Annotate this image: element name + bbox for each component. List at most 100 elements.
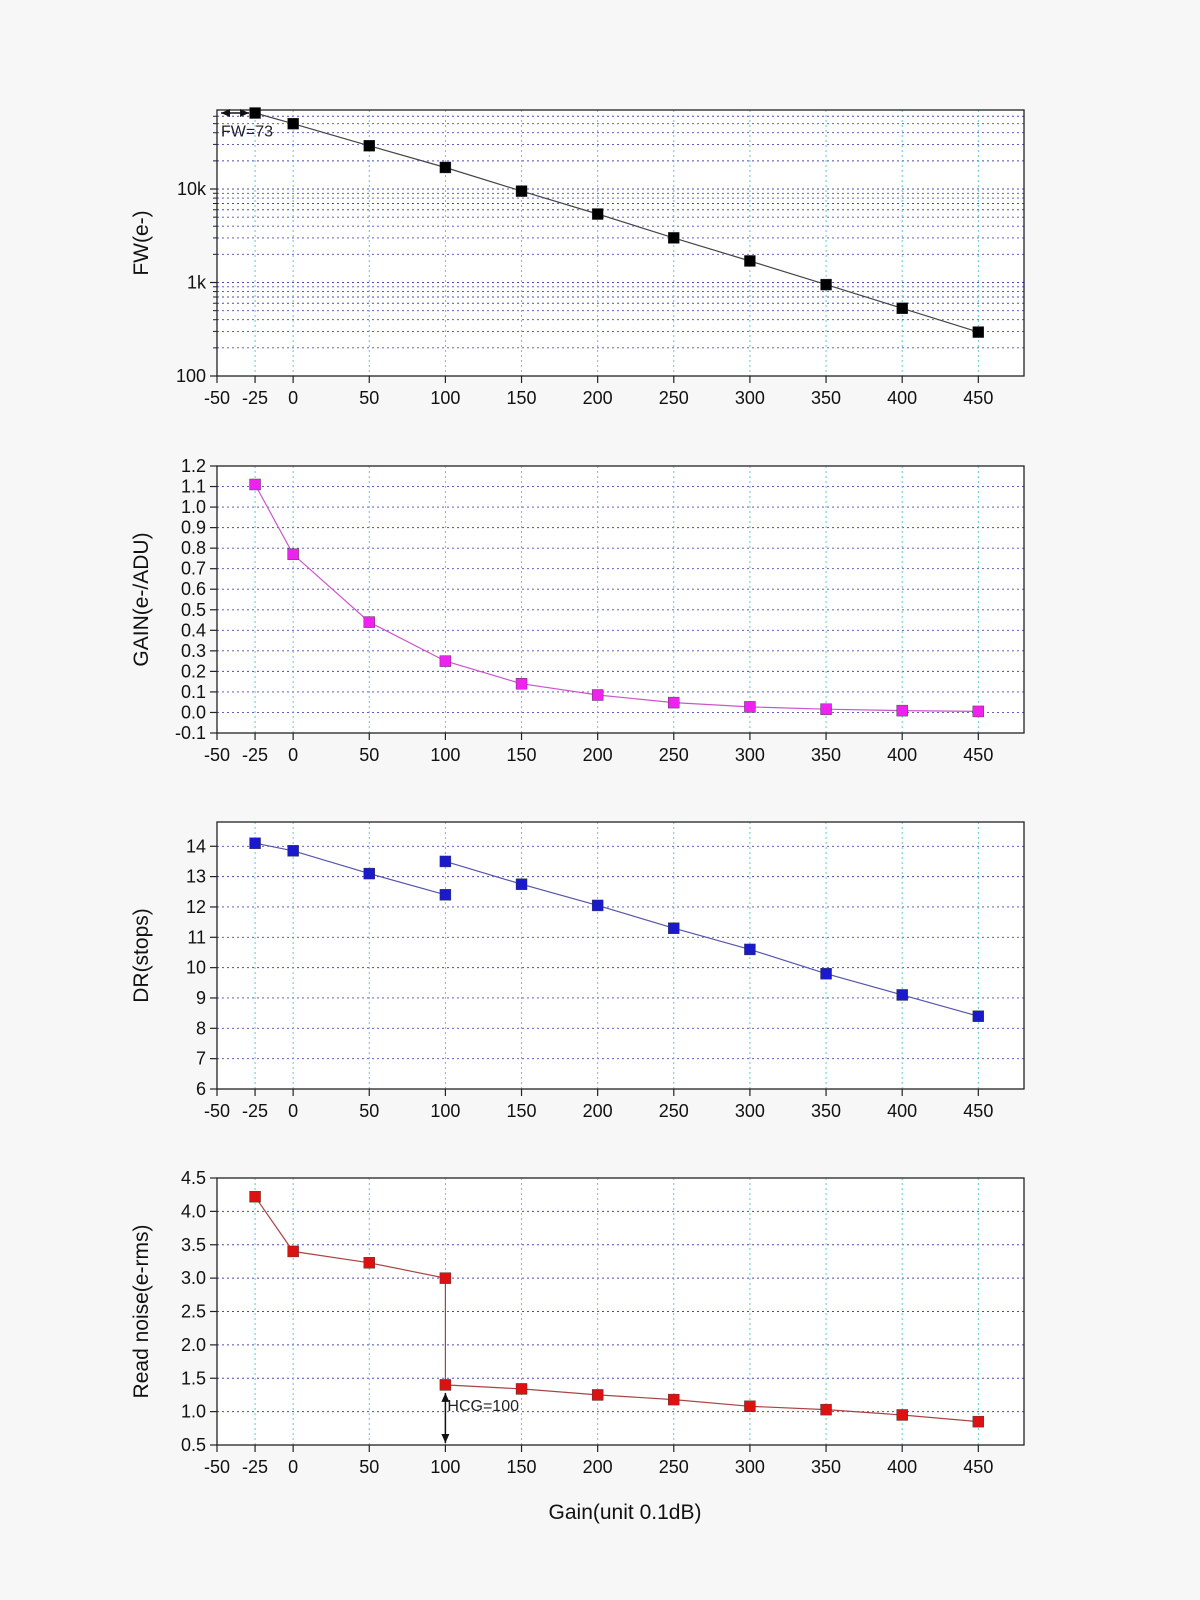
plot-frame (216, 821, 1025, 1090)
data-point (439, 1272, 452, 1284)
data-point (896, 704, 908, 717)
x-tick-label: 150 (507, 1101, 537, 1121)
data-point (249, 107, 261, 119)
y-tick-label: 100 (176, 366, 206, 386)
x-tick-label: 50 (359, 1457, 379, 1477)
x-tick-label: -25 (242, 745, 268, 765)
x-tick-label: 300 (735, 745, 765, 765)
plot-frame (216, 465, 1025, 734)
x-tick-label: 50 (359, 1101, 379, 1121)
data-point (287, 548, 299, 561)
data-point (249, 1190, 261, 1203)
data-point (439, 889, 452, 901)
data-point (249, 837, 261, 849)
x-tick-label: 300 (735, 1457, 765, 1477)
y-tick-label: -0.1 (175, 723, 206, 743)
data-point (515, 878, 528, 890)
x-tick-label: 350 (811, 1101, 841, 1121)
x-tick-label: -50 (204, 1101, 230, 1121)
x-tick-label: 200 (583, 388, 613, 408)
x-tick-label: -25 (242, 1101, 268, 1121)
x-tick-label: 450 (963, 745, 993, 765)
y-tick-label: 10k (177, 179, 207, 199)
arrowhead-up-icon (441, 1392, 450, 1402)
y-tick-label: 2.0 (181, 1335, 206, 1355)
series-line (254, 842, 446, 896)
series-line (254, 1196, 979, 1423)
y-tick-label: 8 (196, 1018, 206, 1038)
y-tick-label: 0.0 (181, 702, 206, 722)
y-tick-label: 1.5 (181, 1368, 206, 1388)
data-point (363, 140, 375, 152)
x-tick-label: 0 (288, 1457, 298, 1477)
data-point (591, 689, 604, 701)
x-tick-label: 150 (507, 388, 537, 408)
data-point (287, 845, 299, 857)
data-point (668, 1393, 680, 1406)
arrowhead-right-icon (240, 109, 250, 118)
y-tick-label: 4.5 (181, 1168, 206, 1188)
y-axis-title: GAIN(e-/ADU) (130, 532, 153, 666)
plot-area (217, 822, 1024, 1089)
y-tick-label: 0.5 (181, 600, 206, 620)
x-tick-label: 250 (659, 1101, 689, 1121)
y-tick-label: 2.5 (181, 1302, 206, 1322)
data-point (820, 968, 832, 980)
x-tick-label: -50 (204, 745, 230, 765)
y-axis-title: FW(e-) (130, 210, 153, 275)
x-tick-label: 50 (359, 745, 379, 765)
data-point (515, 185, 528, 197)
data-point (363, 1257, 375, 1269)
data-point (439, 855, 452, 868)
data-point (439, 1379, 452, 1391)
y-tick-label: 7 (196, 1049, 206, 1069)
data-point (439, 161, 452, 174)
y-tick-label: 3.0 (181, 1268, 206, 1288)
chart-panel-4: -50 -25 0 50 100 150 200 250 300 350 400 450 0.5 1.0 1… (130, 1168, 1025, 1524)
y-tick-label: 1.1 (181, 477, 206, 497)
y-tick-label: 0.2 (181, 661, 206, 681)
annotation-text: FW=73 (221, 123, 273, 140)
data-point (515, 678, 528, 690)
y-tick-label: 0.6 (181, 579, 206, 599)
x-tick-label: 0 (288, 1101, 298, 1121)
x-tick-label: 100 (430, 388, 460, 408)
data-point (744, 701, 756, 713)
x-tick-label: 0 (288, 388, 298, 408)
x-tick-label: 200 (583, 1457, 613, 1477)
x-tick-label: 400 (887, 388, 917, 408)
data-point (820, 278, 832, 291)
y-tick-label: 9 (196, 988, 206, 1008)
x-tick-label: 50 (359, 388, 379, 408)
chart-panel-1: -50 -25 0 50 100 150 200 250 300 350 400 450 100 1k 10… (130, 107, 1025, 408)
x-tick-label: 300 (735, 1101, 765, 1121)
plot-area (217, 466, 1024, 733)
y-tick-label: 11 (187, 927, 206, 947)
y-tick-label: 10 (186, 958, 206, 978)
chart-panel-2: -50 -25 0 50 100 150 200 250 300 350 400 450 -0.10.0… (130, 456, 1025, 765)
y-axis-title: DR(stops) (130, 908, 153, 1003)
x-tick-label: 350 (811, 745, 841, 765)
y-tick-label: 14 (186, 836, 206, 856)
y-tick-label: 0.3 (181, 641, 206, 661)
x-tick-label: 100 (430, 1457, 460, 1477)
arrowhead-left-icon (221, 109, 230, 118)
y-axis-title: Read noise(e-rms) (130, 1225, 153, 1399)
series-line (445, 860, 979, 1017)
data-point (363, 616, 375, 628)
x-tick-label: 250 (659, 388, 689, 408)
data-point (249, 478, 261, 491)
x-tick-label: -25 (242, 1457, 268, 1477)
y-tick-label: 3.5 (181, 1235, 206, 1255)
x-tick-label: -50 (204, 1457, 230, 1477)
y-tick-label: 0.4 (181, 620, 206, 640)
data-point (896, 302, 908, 314)
data-point (972, 1415, 985, 1428)
plot-frame (216, 109, 1025, 377)
data-point (668, 696, 680, 709)
y-tick-label: 6 (196, 1079, 206, 1099)
data-point (363, 867, 375, 880)
y-tick-label: 0.9 (181, 518, 206, 538)
x-tick-label: 200 (583, 745, 613, 765)
